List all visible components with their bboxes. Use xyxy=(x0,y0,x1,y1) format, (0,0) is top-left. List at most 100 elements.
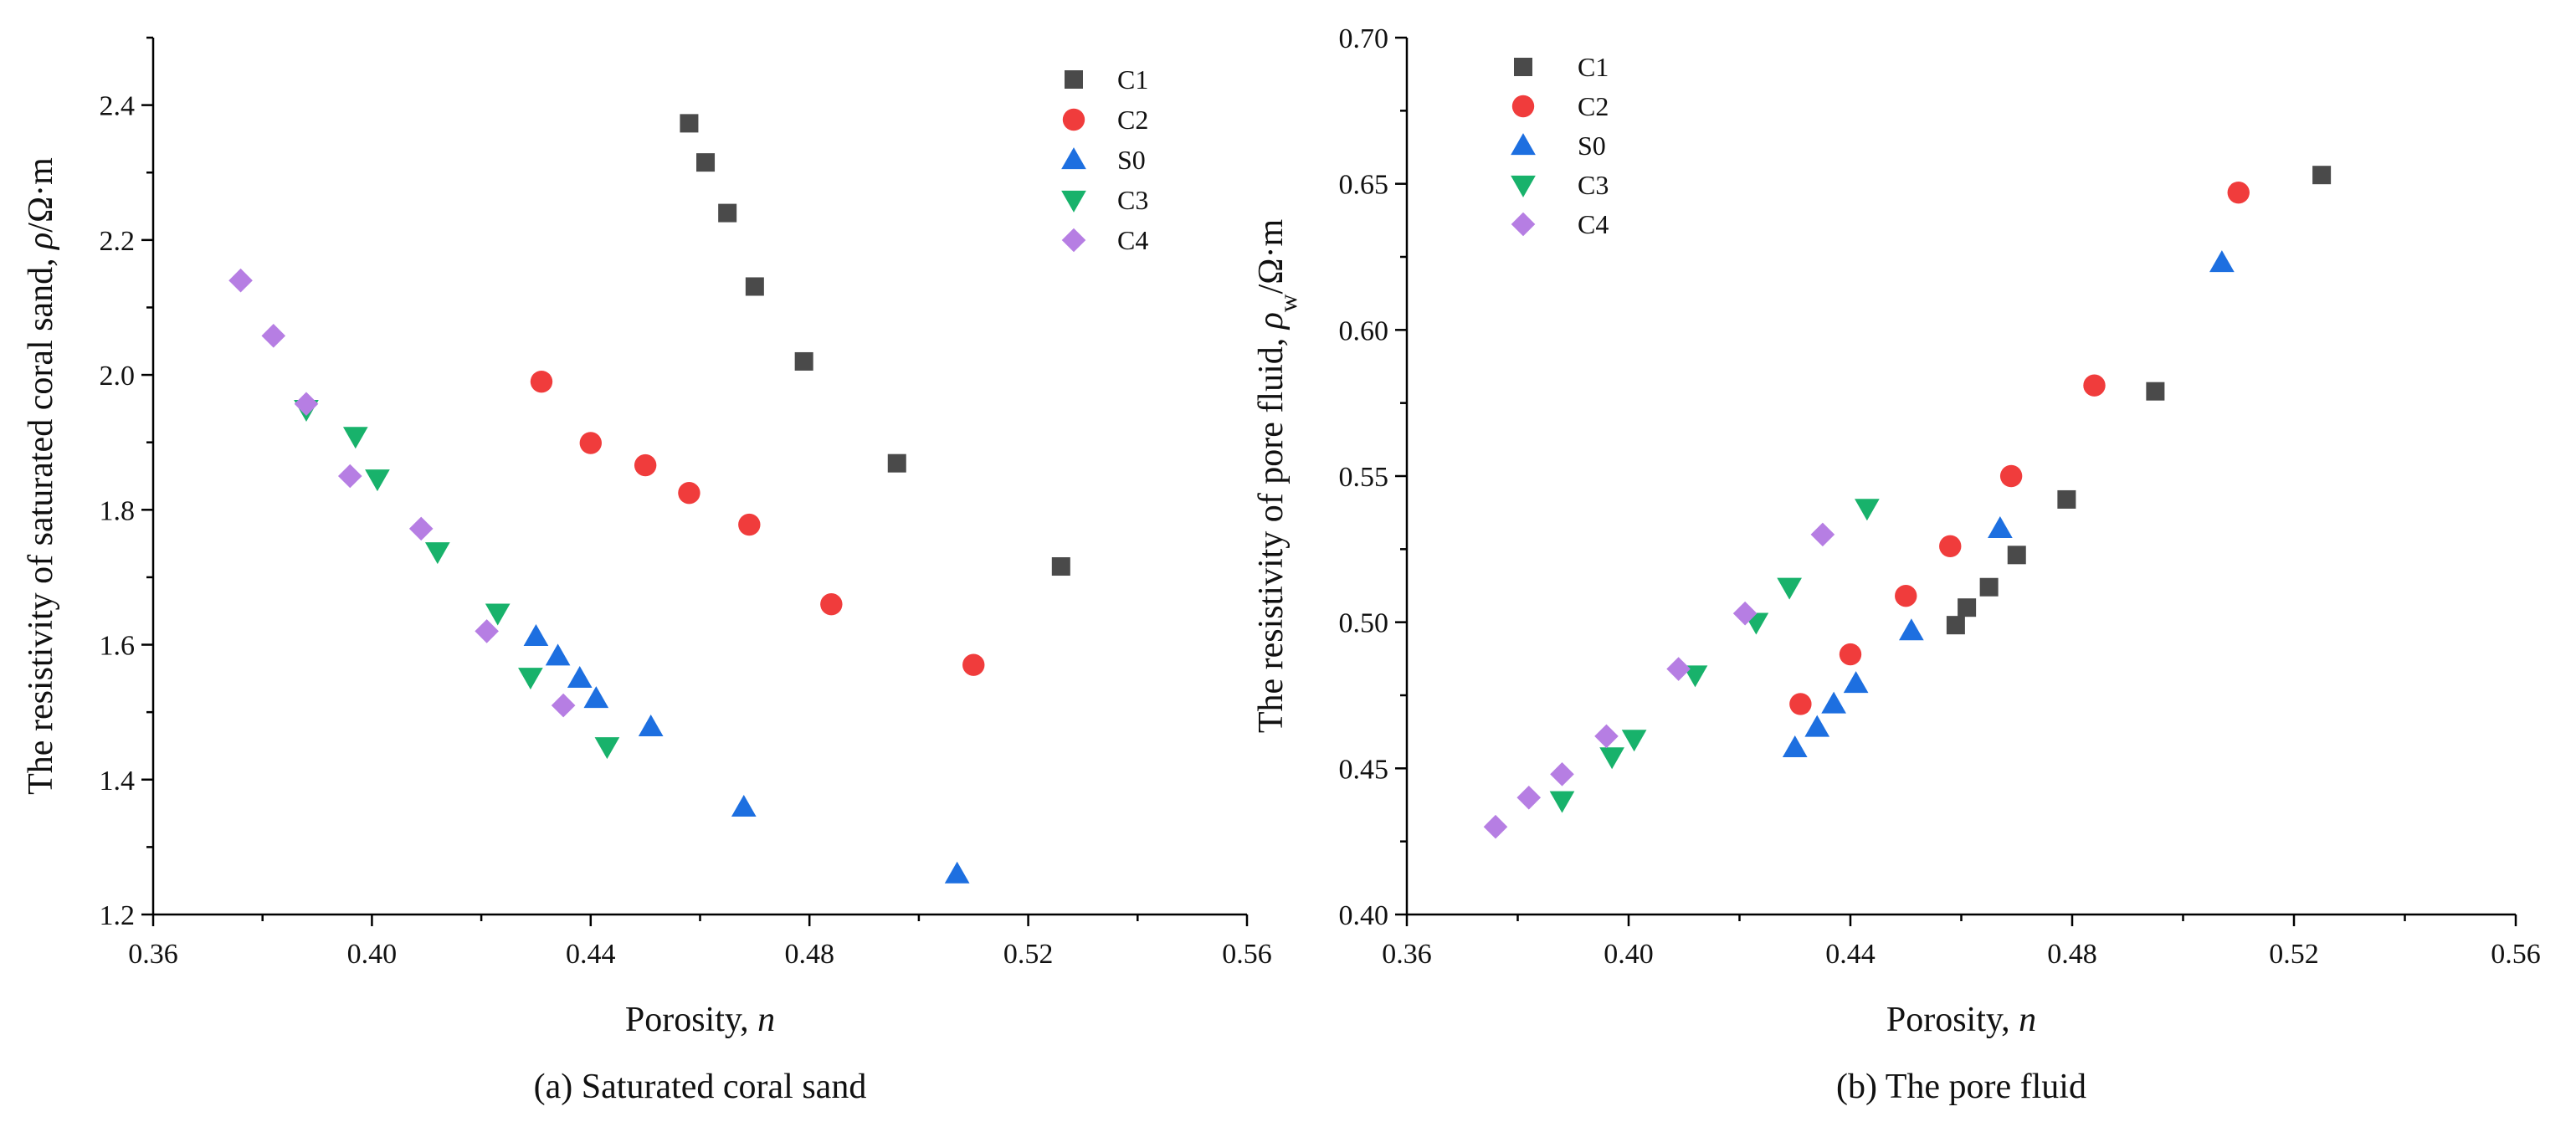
x-tick-label: 0.56 xyxy=(1222,939,1272,970)
data-point-c1 xyxy=(1979,577,1999,597)
data-point-s0 xyxy=(638,715,664,737)
data-point-c3 xyxy=(594,737,620,760)
legend: C1 C2 S0 C3 C4 xyxy=(1511,52,1609,239)
data-point-c1 xyxy=(1958,598,1977,617)
legend-marker-s0 xyxy=(1061,147,1086,170)
data-point-s0 xyxy=(1899,618,1924,641)
data-point-c3 xyxy=(365,469,390,492)
data-point-c3 xyxy=(1855,499,1880,521)
data-point-c3 xyxy=(424,542,450,565)
panel-b-pore-fluid: 0.36 0.40 0.44 0.48 0.52 0.56 0.40 0.45 0.50 0.55… xyxy=(1252,23,2541,1106)
data-point-c4 xyxy=(475,619,499,643)
legend-marker-c4 xyxy=(1511,212,1536,237)
series-s0 xyxy=(523,624,970,884)
data-point-c3 xyxy=(518,668,543,690)
data-point-s0 xyxy=(2209,250,2235,273)
data-point-c2 xyxy=(962,653,985,676)
data-point-c2 xyxy=(738,513,761,536)
data-point-s0 xyxy=(1988,516,2013,539)
y-tick-label: 2.0 xyxy=(100,361,136,392)
x-tick-label: 0.36 xyxy=(1382,939,1432,970)
y-axis-title: The resistivity of pore fluid, ρw/Ω·m xyxy=(1252,219,1302,734)
series-s0 xyxy=(1782,250,2235,758)
legend-label-c3: C3 xyxy=(1117,185,1148,215)
data-point-c1 xyxy=(680,114,699,133)
data-point-c4 xyxy=(1516,785,1542,810)
data-point-c3 xyxy=(1682,665,1708,688)
data-point-c3 xyxy=(1599,747,1624,770)
data-point-c2 xyxy=(634,453,657,477)
data-point-s0 xyxy=(523,624,549,647)
legend-marker-c2 xyxy=(1062,108,1085,131)
legend-label-c2: C2 xyxy=(1578,91,1609,121)
data-point-s0 xyxy=(1804,715,1830,737)
data-point-c2 xyxy=(579,432,602,454)
data-point-c1 xyxy=(794,351,813,371)
data-point-c1 xyxy=(887,453,906,473)
x-tick-label: 0.52 xyxy=(1003,939,1054,970)
x-axis-title: Porosity, n xyxy=(625,1001,775,1039)
data-point-c1 xyxy=(1051,557,1070,576)
y-tick-label: 1.4 xyxy=(100,766,136,797)
data-point-c2 xyxy=(530,370,553,393)
data-point-c2 xyxy=(1789,693,1812,715)
panel-caption: (b) The pore fluid xyxy=(1836,1068,2086,1106)
legend-marker-c2 xyxy=(1511,95,1535,118)
y-tick-label: 2.4 xyxy=(100,91,136,122)
y-tick-label: 0.50 xyxy=(1339,608,1389,639)
data-point-s0 xyxy=(944,861,970,884)
data-point-c3 xyxy=(342,427,368,449)
y-tick-label: 1.8 xyxy=(100,495,136,526)
series-c1 xyxy=(1946,166,2332,635)
data-point-c1 xyxy=(1946,616,1965,635)
legend-label-c1: C1 xyxy=(1578,52,1609,82)
data-point-c1 xyxy=(2146,382,2165,401)
data-point-c4 xyxy=(1550,762,1574,786)
legend-label-s0: S0 xyxy=(1578,131,1606,161)
data-point-s0 xyxy=(545,643,571,666)
x-tick-label: 0.40 xyxy=(1604,939,1654,970)
data-point-c2 xyxy=(1895,585,1917,607)
data-point-c3 xyxy=(1621,730,1647,752)
series-c3 xyxy=(1549,499,1880,813)
legend-marker-c3 xyxy=(1511,175,1536,197)
data-point-c4 xyxy=(1810,522,1835,547)
data-point-c4 xyxy=(551,693,576,718)
y-tick-label: 2.2 xyxy=(100,226,136,257)
series-c2 xyxy=(530,370,985,676)
series-c2 xyxy=(1789,181,2250,715)
panel-a-saturated-coral-sand: 0.36 0.40 0.44 0.48 0.52 0.56 1.2 1.4 1.6 1.8 2.0 2… xyxy=(22,36,1272,1106)
data-point-c2 xyxy=(1999,464,2023,488)
legend-label-c2: C2 xyxy=(1117,105,1148,135)
data-point-c4 xyxy=(294,392,319,417)
data-point-c1 xyxy=(745,277,764,296)
legend-label-c3: C3 xyxy=(1578,170,1609,200)
x-tick-label: 0.48 xyxy=(784,939,834,970)
x-tick-label: 0.48 xyxy=(2047,939,2097,970)
x-tick-label: 0.44 xyxy=(1825,939,1876,970)
data-point-s0 xyxy=(1782,735,1808,758)
data-point-c4 xyxy=(261,324,286,348)
data-point-c3 xyxy=(1777,577,1802,600)
data-point-s0 xyxy=(1821,691,1846,714)
data-point-c2 xyxy=(2083,374,2106,397)
y-tick-label: 0.60 xyxy=(1339,315,1389,346)
y-tick-label: 0.55 xyxy=(1339,462,1389,493)
data-point-s0 xyxy=(567,665,593,688)
legend-label-c1: C1 xyxy=(1117,64,1148,95)
legend-marker-s0 xyxy=(1511,133,1536,156)
x-tick-label: 0.56 xyxy=(2491,939,2541,970)
data-point-c4 xyxy=(1483,814,1508,839)
legend-marker-c4 xyxy=(1061,228,1086,253)
data-point-c2 xyxy=(820,592,843,616)
data-point-s0 xyxy=(583,686,609,709)
y-tick-label: 1.6 xyxy=(100,631,136,662)
data-point-c1 xyxy=(2007,546,2026,565)
legend-label-c4: C4 xyxy=(1117,225,1148,255)
legend-marker-c1 xyxy=(1065,70,1083,89)
x-tick-label: 0.52 xyxy=(2269,939,2319,970)
data-point-c4 xyxy=(408,516,434,541)
x-tick-label: 0.40 xyxy=(347,939,398,970)
data-point-c2 xyxy=(1839,643,1862,666)
